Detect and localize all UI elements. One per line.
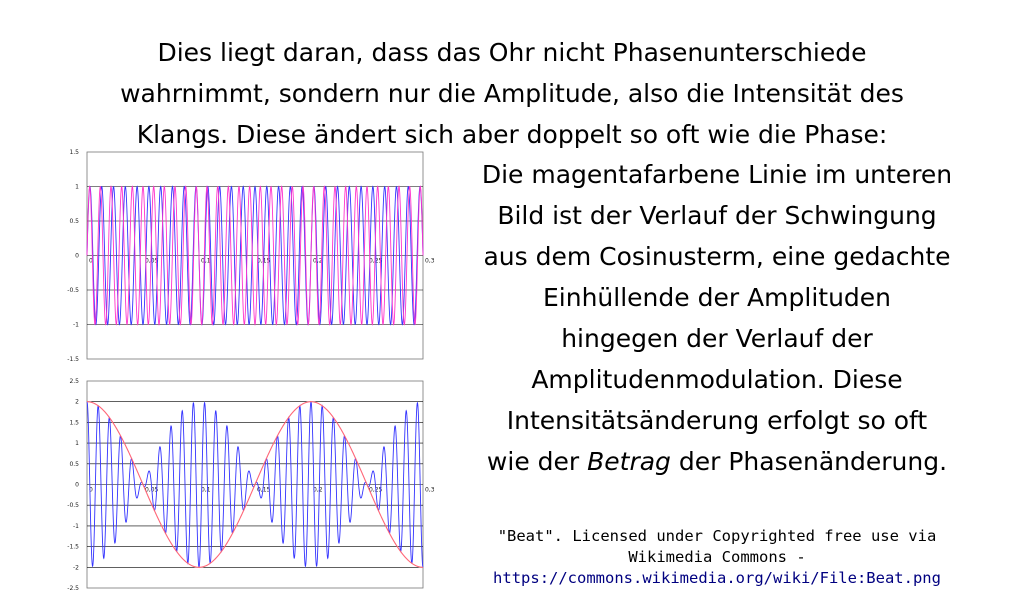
chart-1-y-tick-label: 1 (75, 184, 79, 191)
intro-line-3: Klangs. Diese ändert sich aber doppelt s… (136, 120, 888, 149)
chart-2-y-tick-label: 0.5 (69, 461, 79, 468)
body-line-2: Bild ist der Verlauf der Schwingung (497, 201, 937, 230)
chart-2-x-tick-label: 0,2 (313, 487, 323, 494)
body-line-5: hingegen der Verlauf der (561, 324, 873, 353)
chart-2-y-tick-label: -1 (73, 523, 79, 530)
chart-1-x-tick-label: 0,2 (313, 258, 323, 265)
chart-1-y-tick-label: 1.5 (69, 149, 79, 156)
body-line-7: Intensitätsänderung erfolgt so oft (506, 406, 928, 435)
intro-paragraph: Dies liegt daran, dass das Ohr nicht Pha… (60, 32, 964, 155)
chart-1-y-tick-label: -1.5 (67, 356, 79, 363)
chart-2-y-tick-label: -2.5 (67, 585, 79, 592)
chart-1-series-1-line (86, 185, 424, 326)
body-line-3: aus dem Cosinusterm, eine gedachte (483, 242, 951, 271)
chart-1-y-tick-label: 0.5 (69, 218, 79, 225)
chart-2-x-tick-label: 0,1 (201, 487, 211, 494)
chart-2-x-tick-label: 0 (89, 487, 93, 494)
chart-2-y-tick-label: -0.5 (67, 502, 79, 509)
chart-1-y-tick-label: -1 (73, 322, 79, 329)
chart-2-y-tick-label: 2 (75, 399, 79, 406)
emphasis-betrag: Betrag (587, 447, 671, 476)
intro-line-2: wahrnimmt, sondern nur die Amplitude, al… (120, 79, 904, 108)
chart-2-y-tick-label: 1.5 (69, 419, 79, 426)
body-line-6: Amplitudenmodulation. Diese (531, 365, 903, 394)
chart-1-x-tick-label: 0,3 (425, 258, 435, 265)
chart-1-series-2-line (86, 185, 424, 326)
credit-url-link[interactable]: https://commons.wikimedia.org/wiki/File:… (493, 569, 941, 587)
chart-1-x-tick-label: 0,1 (201, 258, 211, 265)
body-line-4: Einhüllende der Amplituden (542, 283, 892, 312)
chart-1-x-tick-label: 0 (89, 258, 93, 265)
chart-2-x-tick-label: 0,15 (257, 487, 271, 494)
credit-line-1: "Beat". Licensed under Copyrighted free … (497, 527, 937, 545)
chart-2-series-2-line (87, 401, 423, 568)
image-credit: "Beat". Licensed under Copyrighted free … (450, 526, 984, 589)
chart-2-x-tick-label: 0,3 (425, 487, 435, 494)
explanation-paragraph: Die magentafarbene Linie im unteren Bild… (450, 154, 984, 482)
chart-2-y-tick-label: -1.5 (67, 544, 79, 551)
intro-line-1: Dies liegt daran, dass das Ohr nicht Pha… (157, 38, 867, 67)
chart-1-y-tick-label: -0.5 (67, 287, 79, 294)
body-line-8-pre: wie der (486, 447, 588, 476)
chart-2-y-tick-label: -2 (73, 564, 79, 571)
chart-2-y-tick-label: 0 (75, 482, 79, 489)
body-line-8: wie der Betrag der Phasenänderung. (450, 441, 984, 482)
chart-2-y-tick-label: 2.5 (69, 378, 79, 385)
chart-1-y-tick-label: 0 (75, 253, 79, 260)
body-line-1: Die magentafarbene Linie im unteren (481, 160, 953, 189)
chart-2-y-tick-label: 1 (75, 440, 79, 447)
credit-line-2: Wikimedia Commons - (628, 548, 806, 566)
body-line-8-post: der Phasenänderung. (670, 447, 948, 476)
